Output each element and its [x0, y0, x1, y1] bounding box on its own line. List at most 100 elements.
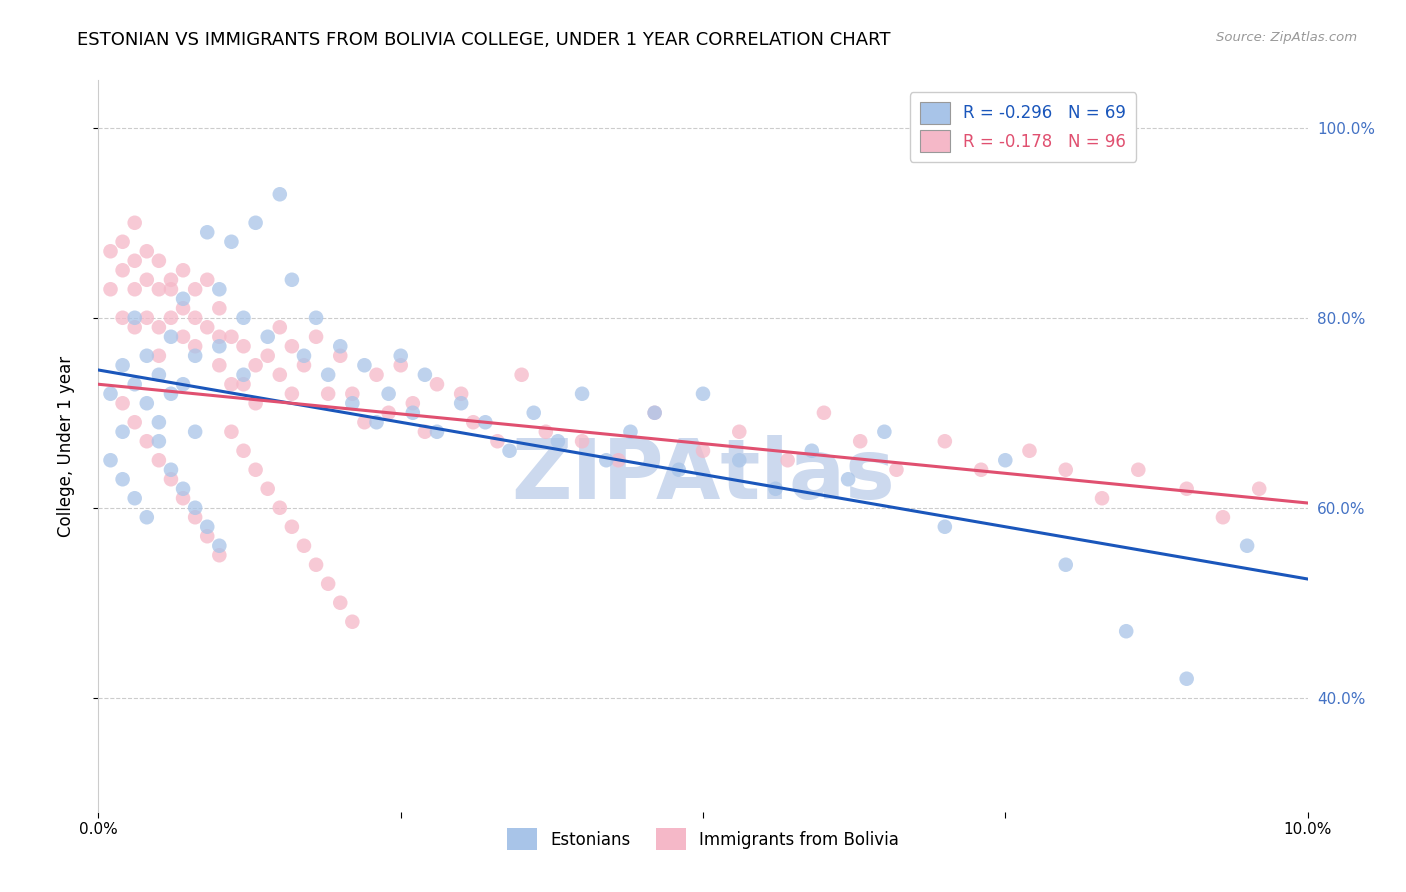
- Point: [269, 500, 291, 515]
- Point: [426, 425, 449, 439]
- Point: [1128, 463, 1150, 477]
- Point: [195, 520, 218, 534]
- Point: [124, 253, 146, 268]
- Point: [450, 396, 472, 410]
- Point: [1091, 491, 1114, 506]
- Point: [148, 320, 170, 334]
- Point: [135, 310, 157, 325]
- Point: [837, 472, 859, 486]
- Point: [800, 443, 823, 458]
- Point: [232, 339, 254, 353]
- Point: [221, 235, 243, 249]
- Point: [1249, 482, 1271, 496]
- Point: [934, 520, 956, 534]
- Point: [208, 330, 231, 344]
- Point: [208, 548, 231, 562]
- Point: [100, 386, 122, 401]
- Point: [184, 500, 207, 515]
- Point: [111, 263, 134, 277]
- Point: [124, 415, 146, 429]
- Point: [281, 273, 304, 287]
- Point: [208, 282, 231, 296]
- Point: [692, 386, 714, 401]
- Point: [607, 453, 630, 467]
- Point: [160, 282, 183, 296]
- Point: [111, 396, 134, 410]
- Point: [316, 386, 339, 401]
- Point: [221, 425, 243, 439]
- Point: [389, 358, 412, 372]
- Point: [184, 425, 207, 439]
- Point: [208, 358, 231, 372]
- Point: [256, 349, 278, 363]
- Point: [184, 282, 207, 296]
- Point: [124, 491, 146, 506]
- Point: [148, 453, 170, 467]
- Point: [160, 386, 183, 401]
- Point: [100, 453, 122, 467]
- Point: [342, 396, 364, 410]
- Point: [111, 235, 134, 249]
- Text: Source: ZipAtlas.com: Source: ZipAtlas.com: [1216, 31, 1357, 45]
- Point: [111, 472, 134, 486]
- Point: [692, 443, 714, 458]
- Point: [281, 520, 304, 534]
- Point: [486, 434, 509, 449]
- Point: [160, 330, 183, 344]
- Point: [402, 396, 425, 410]
- Point: [474, 415, 496, 429]
- Point: [1175, 672, 1198, 686]
- Point: [1115, 624, 1137, 639]
- Point: [124, 377, 146, 392]
- Point: [135, 244, 157, 259]
- Point: [305, 310, 328, 325]
- Point: [644, 406, 666, 420]
- Point: [1018, 443, 1040, 458]
- Point: [534, 425, 557, 439]
- Point: [886, 463, 908, 477]
- Point: [329, 349, 352, 363]
- Point: [644, 406, 666, 420]
- Point: [342, 386, 364, 401]
- Point: [172, 377, 194, 392]
- Point: [160, 310, 183, 325]
- Point: [413, 368, 436, 382]
- Point: [292, 539, 315, 553]
- Point: [316, 576, 339, 591]
- Legend: Estonians, Immigrants from Bolivia: Estonians, Immigrants from Bolivia: [499, 820, 907, 858]
- Point: [353, 358, 375, 372]
- Point: [148, 282, 170, 296]
- Point: [316, 368, 339, 382]
- Point: [1054, 463, 1077, 477]
- Point: [256, 482, 278, 496]
- Point: [172, 330, 194, 344]
- Point: [148, 368, 170, 382]
- Point: [232, 443, 254, 458]
- Point: [269, 320, 291, 334]
- Point: [221, 330, 243, 344]
- Y-axis label: College, Under 1 year: College, Under 1 year: [56, 355, 75, 537]
- Point: [124, 320, 146, 334]
- Point: [148, 253, 170, 268]
- Point: [377, 386, 399, 401]
- Point: [269, 368, 291, 382]
- Point: [111, 310, 134, 325]
- Point: [353, 415, 375, 429]
- Point: [184, 310, 207, 325]
- Point: [281, 339, 304, 353]
- Point: [450, 386, 472, 401]
- Point: [1236, 539, 1258, 553]
- Point: [232, 368, 254, 382]
- Point: [523, 406, 546, 420]
- Point: [135, 396, 157, 410]
- Point: [245, 358, 267, 372]
- Point: [208, 339, 231, 353]
- Point: [172, 263, 194, 277]
- Point: [245, 396, 267, 410]
- Point: [148, 349, 170, 363]
- Point: [342, 615, 364, 629]
- Point: [135, 510, 157, 524]
- Point: [1054, 558, 1077, 572]
- Point: [160, 463, 183, 477]
- Point: [970, 463, 993, 477]
